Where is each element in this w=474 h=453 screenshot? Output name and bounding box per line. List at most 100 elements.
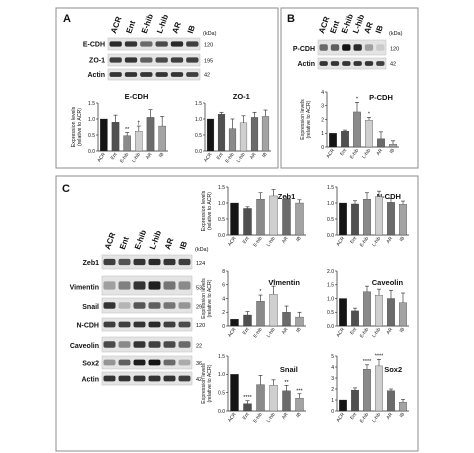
kda-value: 120 (390, 47, 399, 53)
bar (295, 202, 304, 236)
x-tick-label: IB (399, 236, 407, 243)
lane-label: L-hib (155, 13, 170, 35)
blot-band (155, 72, 168, 77)
x-tick-label: E-hib (119, 151, 131, 164)
blot-band (103, 359, 116, 366)
blot-band (170, 41, 184, 47)
blot-band (103, 321, 116, 328)
significance-label: * (259, 289, 262, 295)
blot-strip (101, 336, 193, 353)
x-tick-label: L-hib (236, 151, 247, 163)
bar (363, 199, 371, 236)
x-tick-label: ACR (335, 235, 346, 247)
y-tick-label: 2 (222, 310, 225, 316)
bar (256, 301, 265, 327)
x-tick-label: AR (145, 151, 154, 160)
bar (269, 195, 278, 236)
blot-label: Snail (82, 304, 99, 311)
bar (377, 138, 385, 148)
blot-band (118, 258, 131, 266)
x-tick-label: IB (399, 412, 407, 419)
bar (295, 398, 304, 412)
y-tick-label: 2 (321, 117, 324, 123)
chart-title: E-CDH (125, 92, 149, 101)
panel-a-frame (55, 7, 279, 169)
y-tick-label: 3 (321, 104, 324, 110)
blot-band (109, 41, 122, 47)
x-tick-label: ACR (335, 411, 346, 423)
chart-zo1: 0.0 0.5 1.0 1.5 ZO-1 ACR Ent E-hib L-hib AR IB (195, 92, 271, 164)
blot-band (103, 375, 116, 382)
blot-band (319, 44, 328, 51)
y-tick-label: 1.5 (218, 354, 225, 360)
chart-title: Snail (280, 365, 298, 374)
x-tick-label: IB (158, 152, 166, 159)
y-tick-label: 0.0 (195, 149, 202, 155)
y-tick-label: 1.5 (327, 185, 334, 191)
blot-label: Caveolin (70, 343, 99, 350)
y-tick-label: 4 (321, 90, 324, 96)
bar (100, 118, 108, 152)
y-axis-label: Expression levels (71, 106, 77, 147)
x-tick-label: AR (385, 326, 394, 335)
x-tick-label: Ent (216, 151, 225, 161)
chart-title: P-CDH (369, 93, 393, 102)
y-tick-label: 0.0 (218, 233, 225, 239)
blot-band (133, 375, 146, 382)
blot-band (178, 359, 191, 366)
blot-strip (107, 68, 201, 81)
x-tick-label: ACR (96, 151, 107, 163)
chart-title: Zeb1 (278, 192, 296, 201)
bar (111, 122, 120, 152)
significance-label: † (137, 121, 140, 127)
blot-group-c: ACR Ent E-hib L-hib AR IB (kDa) Zeb1 124 Vimentin… (70, 229, 209, 386)
x-tick-label: E-hib (349, 147, 361, 160)
lane-label: AR (163, 237, 175, 251)
bar (387, 202, 395, 236)
x-tick-label: L-hib (361, 147, 372, 159)
y-tick-label: 5 (331, 354, 334, 360)
blot-band (118, 281, 131, 290)
blot-band (163, 341, 176, 348)
x-tick-label: Ent (349, 411, 358, 421)
x-tick-label: AR (385, 235, 394, 244)
y-tick-label: 1.0 (218, 201, 225, 207)
blot-band (376, 61, 385, 66)
blot-band (163, 375, 176, 382)
blot-band (178, 375, 191, 382)
bar (339, 298, 347, 327)
bar (217, 114, 226, 152)
bar (256, 384, 265, 412)
blot-band (140, 72, 153, 77)
blot-band (178, 281, 191, 290)
blot-band (330, 44, 340, 51)
blot-label: E-CDH (83, 42, 105, 49)
kda-value: 42 (204, 73, 210, 79)
y-tick-label: 1.5 (195, 101, 202, 107)
y-tick-label: 0.5 (327, 217, 334, 223)
panel-b-letter: B (287, 13, 295, 25)
y-tick-label: 0.5 (327, 310, 334, 316)
kda-value: 120 (204, 42, 213, 48)
chart-zeb1: 0.0 0.5 1.0 1.5 Expression levels (relative t… (201, 185, 306, 248)
bar (230, 374, 239, 412)
kda-value: 53 (196, 285, 202, 291)
x-tick-label: IB (399, 327, 407, 334)
bar (363, 291, 371, 327)
x-tick-label: L-hib (266, 235, 277, 247)
kda-value: 124 (196, 261, 205, 267)
y-tick-label: 0.0 (218, 409, 225, 415)
significance-label: ** (271, 280, 276, 286)
lane-label: ACR (109, 15, 123, 35)
blot-strip (107, 37, 201, 51)
blot-band (118, 359, 131, 366)
chart-title: Vimentin (268, 278, 300, 287)
bar (230, 202, 239, 236)
x-tick-label: Ent (242, 411, 251, 421)
x-tick-label: ACR (335, 326, 346, 338)
x-tick-label: E-hib (252, 326, 264, 339)
x-tick-label: L-hib (371, 326, 382, 338)
bar (123, 135, 131, 152)
x-tick-label: Ent (339, 147, 348, 157)
